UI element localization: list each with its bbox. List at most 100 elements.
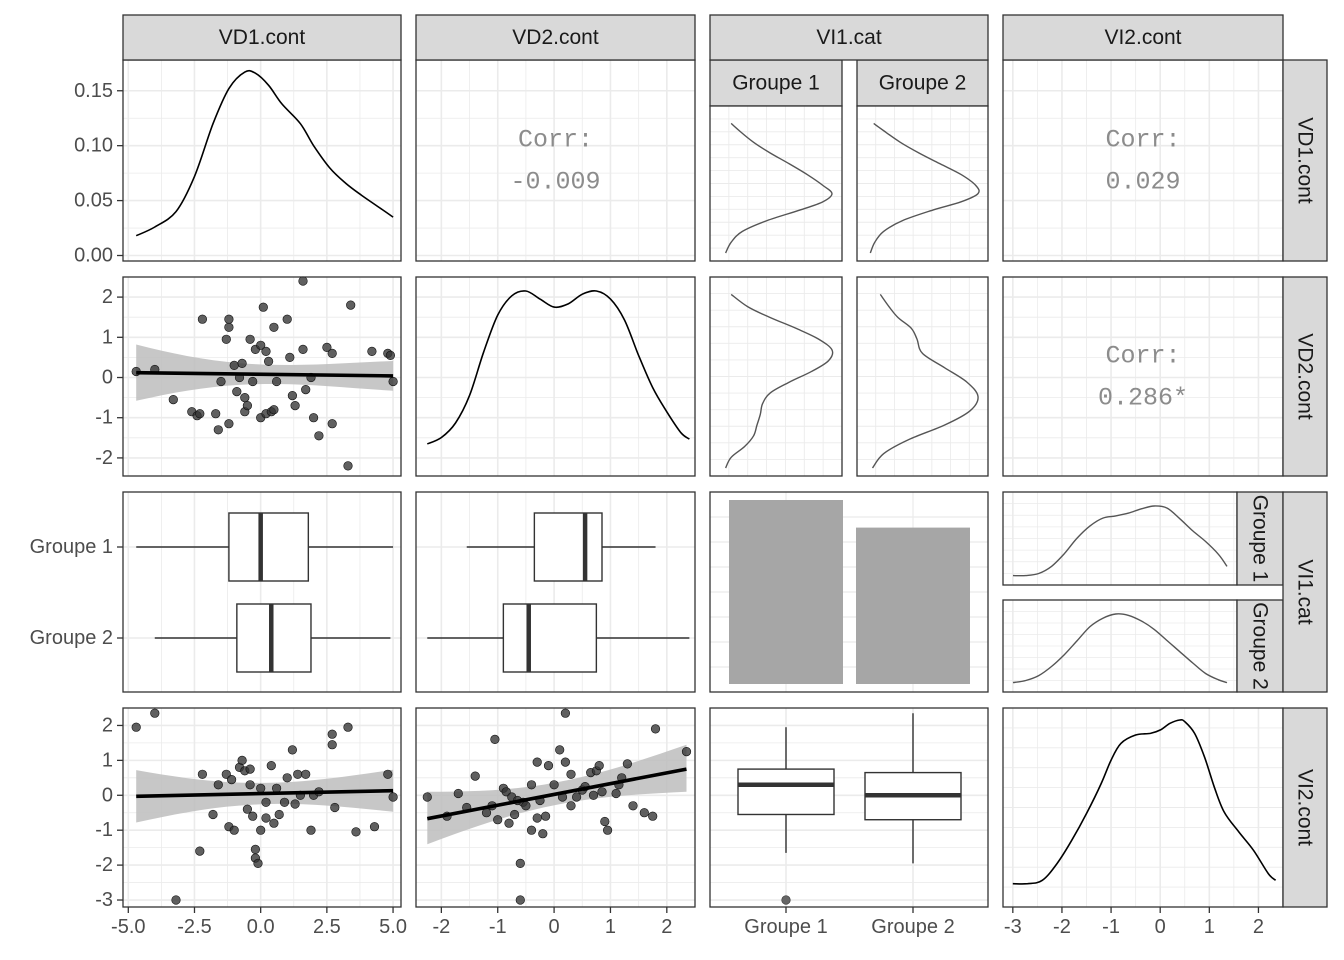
corr-vd2-vi2-background [1003,277,1283,476]
scatter-vd1-vd2-point-24 [256,340,266,350]
x-axis-vd2-tick-label-1: -1 [489,916,507,938]
scatter-vd1-vi2-point-44 [369,822,380,832]
scatter-vd1-vd2-point-48 [346,300,356,310]
x-axis-vd1-tick-label-4: 5.0 [379,916,407,938]
density-vd2-background [416,277,695,476]
scatter-vd2-vi2-border [415,707,696,908]
scatter-vd1-vi2-point-23 [261,813,271,823]
corr-vd1-vi2-label: Corr: [1105,126,1180,155]
scatter-vd1-vd2-point-7 [211,409,221,419]
y-axis-vd2-tick-label-4: 2 [102,286,113,308]
x-axis-vi1-tick-label-1: Groupe 2 [871,916,954,938]
scatter-vd1-vd2-point-6 [197,314,207,324]
x-axis-vd2-tick-label-0: -2 [432,916,450,938]
scatter-vd1-vi2-point-4 [197,769,207,779]
scatter-vd1-vi2-point-1 [150,708,160,718]
column-2-strip-label: VD2.cont [512,26,599,49]
scatter-vd2-vi2-point-46 [650,724,661,734]
scatter-vd1-vi2-point-32 [290,799,300,809]
scatter-vd1-vd2-point-31 [269,405,279,415]
row-2-strip-label: VD2.cont [1294,333,1317,420]
x-axis-vd2-tick-label-4: 2 [661,916,672,938]
scatter-vd1-vd2-point-43 [314,431,324,441]
x-axis-vi2-tick-label-4: 1 [1204,916,1215,938]
x-axis-vd1-tick-label-0: -5.0 [111,916,145,938]
scatter-vd1-vd2-point-13 [224,314,234,324]
box-vi2-by-vi1-group1-box [737,768,835,816]
scatter-vd1-vd2-point-47 [343,461,353,471]
scatter-vd1-vd2-point-27 [261,346,271,357]
scatter-vd1-vd2-point-46 [327,419,337,429]
column-2-strip [415,14,696,61]
column-4-strip-label: VI2.cont [1104,26,1181,49]
scatter-vd1-vi2-point-26 [269,818,279,828]
column-3-strip [709,14,989,61]
scatter-vd2-vi2-point-36 [597,787,607,797]
density-vi2-curve [1012,718,1277,885]
density-vd1-background [123,60,401,261]
column-4-strip [1002,14,1284,61]
scatter-vd1-vd2-point-5 [195,409,205,419]
scatter-vd2-vi2-point-23 [549,780,559,790]
vd1-by-vi1-group1-density-curve [724,122,833,254]
scatter-vd1-vd2-point-9 [216,376,226,387]
scatter-vd1-vd2-point-22 [248,376,258,387]
box-vd1-by-vi1-group2-box [236,603,312,673]
scatter-vd1-vi2-point-20 [253,858,263,869]
row-1-strip [1282,59,1328,262]
y-axis-vd2-tick-label-3: 1 [102,326,113,348]
y-axis-vi2-tick-label-4: 1 [102,749,113,771]
corr-vd1-vi2-value: 0.029 [1105,168,1180,197]
scatter-vd1-vd2-point-26 [258,302,268,312]
scatter-vd2-vi2-point-38 [602,825,613,835]
y-axis-density-tick-label-1: 0.05 [74,190,113,212]
scatter-vd1-vd2-point-34 [282,314,292,324]
vd1-by-vi1-group1-strip-label: Groupe 1 [732,72,820,95]
scatter-vd1-vi2-point-33 [293,769,303,779]
scatter-vd1-vi2-point-6 [213,780,223,790]
scatter-vd2-vi2-point-9 [501,787,511,797]
box-vi2-by-vi1-group1-outlier-0 [781,895,791,905]
box-vd1-by-vi1-border [122,491,402,693]
column-1-strip-label: VD1.cont [219,26,306,49]
corr-vd1-vd2-background [416,60,695,261]
vd2-by-vi1-group1-density-curve [724,293,834,469]
column-1-strip [122,14,402,61]
box-vd1-by-vi1-group1-box [228,512,310,582]
y-axis-vi2-tick-label-1: -2 [95,854,113,876]
box-vd2-by-vi1-group2-box [502,603,598,673]
scatter-vd1-vd2-point-32 [269,322,279,332]
vd2-by-vi1-group2-border [856,276,989,477]
scatter-vd2-vi2-point-16 [526,780,537,790]
scatter-vd1-vi2-point-46 [388,792,398,802]
x-axis-vi2-tick-label-2: -1 [1102,916,1120,938]
row-4-strip [1282,707,1328,908]
scatter-vd1-vi2-point-12 [237,755,247,766]
column-3-strip-label: VI1.cat [816,26,882,49]
scatter-vd2-vi2-point-51 [560,708,571,718]
scatter-vd2-vi2-point-50 [532,813,542,823]
x-axis-vi2-tick-label-3: 0 [1155,916,1166,938]
scatter-vd2-vi2-point-20 [538,829,548,839]
scatter-vd2-vi2-point-28 [566,801,576,811]
scatter-vd1-vd2-point-2 [168,395,178,405]
scatter-vd2-vi2-point-24 [555,745,565,755]
scatter-vd1-vd2-point-17 [237,358,247,369]
scatter-vd1-vd2-point-29 [264,356,274,367]
scatter-vd1-vi2-point-3 [195,846,205,856]
scatter-vd2-vi2-point-2 [453,788,463,799]
scatter-vd1-vi2-point-22 [256,825,266,835]
y-axis-vi2-tick-label-0: -3 [95,889,113,911]
scatter-vd1-vi2-point-21 [256,783,266,793]
vd1-by-vi1-group2-border [856,105,989,262]
x-axis-vd1-tick-label-3: 2.5 [313,916,341,938]
y-axis-vd2-tick-label-2: 0 [102,367,113,389]
scatter-vd1-vi2-point-5 [208,809,218,820]
scatter-vd1-vd2-point-39 [298,276,308,286]
scatter-vd1-vd2-point-44 [322,342,332,353]
scatter-vd1-vi2-point-24 [261,797,271,807]
scatter-vd1-vd2-point-8 [213,425,223,435]
vd1-by-vi1-group2-strip-label: Groupe 2 [879,72,967,95]
scatter-vd1-vi2-point-39 [327,729,337,739]
